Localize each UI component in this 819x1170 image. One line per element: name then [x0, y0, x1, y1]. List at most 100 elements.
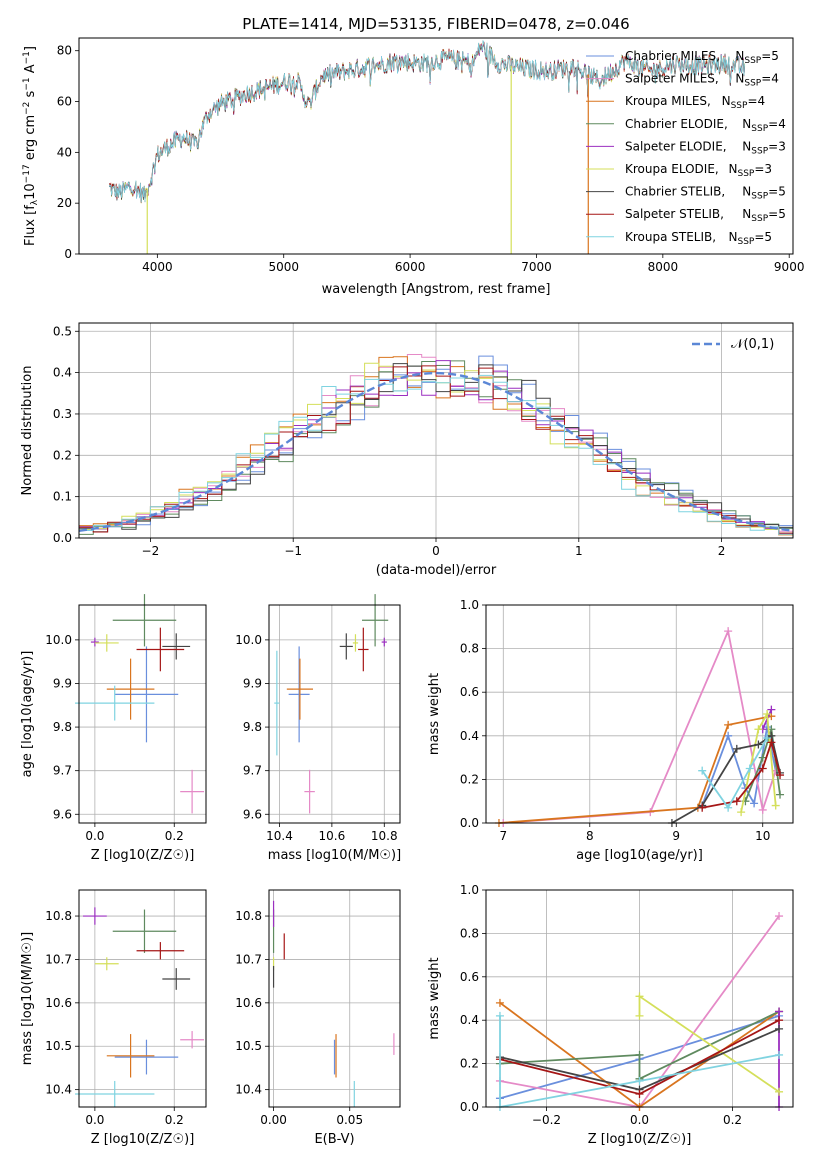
weight-point-marker [635, 1011, 644, 1020]
weight-point-marker [763, 733, 772, 742]
x-tick-label: 10 [755, 829, 770, 843]
y-tick-label: 0.4 [53, 366, 72, 380]
weight-point-marker [724, 627, 733, 636]
x-tick-label: −1 [284, 544, 302, 558]
weight-point-marker [745, 764, 754, 773]
y-tick-label: 0.2 [53, 448, 72, 462]
weight-point-marker [754, 725, 763, 734]
metallicity-age-panel: 0.0 0.2 9.6 9.7 9.8 9.9 10.0 Z [log10(Z/Z☉)] age… [20, 594, 207, 863]
y-tick-label: 10.5 [45, 1039, 72, 1053]
weight-point-marker [775, 1087, 784, 1096]
plot-frame [78, 889, 207, 1108]
x-tick-label: 2 [718, 544, 726, 558]
y-tick-label: 0.8 [460, 642, 479, 656]
y-tick-label: 10.4 [235, 1083, 262, 1097]
weight-point-marker [495, 998, 504, 1007]
weight-point-marker [698, 803, 707, 812]
weight-point-marker [776, 790, 785, 799]
x-axis-label: age [log10(age/yr)] [576, 848, 703, 863]
legend-nssp: NSSP=5 [742, 185, 786, 202]
plot-frame [268, 604, 401, 824]
x-tick-label: 7 [499, 829, 507, 843]
y-tick-label: 0.1 [53, 490, 72, 504]
y-tick-label: 9.7 [243, 764, 262, 778]
y-tick-label: 9.6 [243, 807, 262, 821]
x-axis-label: wavelength [Angstrom, rest frame] [322, 282, 551, 297]
y-tick-label: 80 [57, 44, 72, 58]
plot-frame [485, 889, 794, 1108]
x-tick-label: 10.4 [266, 829, 293, 843]
legend-nssp: NSSP=4 [742, 117, 786, 134]
y-tick-label: 9.8 [53, 720, 72, 734]
y-axis-label: age [log10(age/yr)] [20, 651, 35, 778]
y-tick-label: 0 [64, 247, 72, 261]
weight-point-marker [754, 740, 763, 749]
x-tick-label: 7000 [521, 260, 552, 274]
x-tick-label: 1 [575, 544, 583, 558]
weight-point-marker [758, 764, 767, 773]
legend-nssp: NSSP=3 [729, 162, 773, 179]
legend-label: Chabrier STELIB, [625, 185, 725, 199]
x-tick-label: 5000 [268, 260, 299, 274]
weight-point-marker [724, 803, 733, 812]
plot-frame [78, 604, 207, 824]
y-tick-label: 10.0 [45, 633, 72, 647]
histograms [79, 354, 793, 538]
x-tick-label: 0.2 [723, 1113, 742, 1127]
y-tick-label: 10.8 [45, 909, 72, 923]
y-axis-label: mass [log10(M/M☉)] [20, 932, 35, 1065]
y-tick-label: 20 [57, 196, 72, 210]
y-tick-label: 10.7 [45, 952, 72, 966]
weight-lines [495, 912, 784, 1111]
x-tick-label: 0.05 [336, 1113, 363, 1127]
legend-label: Chabrier ELODIE, [625, 117, 728, 131]
x-tick-label: 0 [432, 544, 440, 558]
x-axis-label: (data-model)/error [376, 563, 497, 578]
y-tick-label: 0.6 [460, 970, 479, 984]
metallicity-mass-weight-panel: −0.2 0.0 0.2 0.0 0.2 0.4 0.6 0.8 1.0 Z [log10(Z/Z… [427, 883, 794, 1147]
y-tick-label: 9.8 [243, 720, 262, 734]
y-tick-label: 10.7 [235, 952, 262, 966]
y-tick-label: 0.8 [460, 926, 479, 940]
y-tick-label: 0.0 [460, 1100, 479, 1114]
x-tick-label: 10.6 [319, 829, 346, 843]
weight-point-marker [724, 731, 733, 740]
x-tick-label: 0.0 [630, 1113, 649, 1127]
y-tick-label: 0.4 [460, 1013, 479, 1027]
legend-nssp: NSSP=5 [729, 230, 773, 247]
legend-nssp: NSSP=5 [742, 207, 786, 224]
weight-point-marker [732, 744, 741, 753]
weight-point-marker [750, 799, 759, 808]
y-axis-label: mass weight [427, 673, 442, 755]
legend-nssp: NSSP=4 [722, 94, 766, 111]
legend-nssp: NSSP=4 [735, 72, 779, 89]
legend-label: Salpeter STELIB, [625, 207, 724, 221]
x-tick-label: 6000 [395, 260, 426, 274]
x-axis-label: mass [log10(M/M☉)] [268, 848, 401, 863]
y-tick-label: 10.6 [235, 996, 262, 1010]
y-tick-label: 9.7 [53, 764, 72, 778]
legend-label: Kroupa ELODIE, [625, 162, 719, 176]
y-tick-label: 0.5 [53, 324, 72, 338]
y-tick-label: 1.0 [460, 598, 479, 612]
mass-age-panel: 10.4 10.6 10.8 9.6 9.7 9.8 9.9 10.0 mass [log10(… [235, 594, 401, 863]
figure-title: PLATE=1414, MJD=53135, FIBERID=0478, z=0… [242, 15, 629, 33]
histogram-steps [79, 363, 793, 535]
metallicity-mass-panel: 0.0 0.2 10.4 10.5 10.6 10.7 10.8 Z [log10(Z/Z☉)… [20, 889, 207, 1147]
y-tick-label: 0.2 [460, 1057, 479, 1071]
spectrum-lines [108, 40, 746, 254]
weight-point-marker [635, 992, 644, 1001]
weight-point-marker [758, 805, 767, 814]
y-axis-label: Normed distribution [20, 366, 35, 496]
weight-series-line [499, 1015, 780, 1109]
weight-point-marker [763, 710, 772, 718]
x-tick-label: 4000 [142, 260, 173, 274]
plot-frame [485, 604, 794, 824]
weight-point-marker [775, 1024, 784, 1033]
y-axis-label: mass weight [427, 957, 442, 1039]
y-tick-label: 9.9 [53, 676, 72, 690]
y-tick-label: 10.8 [235, 909, 262, 923]
weight-point-marker [635, 1076, 644, 1085]
y-tick-label: 9.9 [243, 676, 262, 690]
weight-series-line [498, 715, 772, 824]
